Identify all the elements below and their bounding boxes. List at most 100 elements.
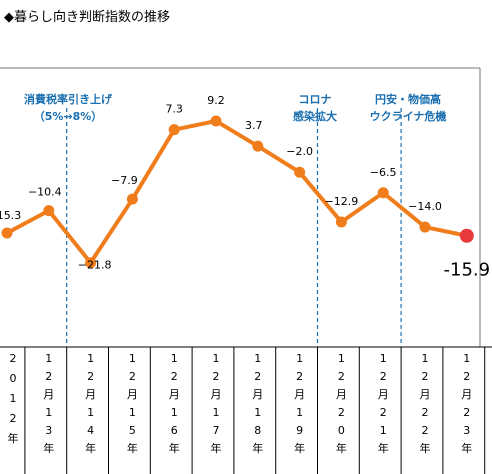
x-tick-label: 1 — [296, 406, 303, 419]
x-tick-label: 月 — [336, 388, 347, 401]
x-tick-label: 2 — [422, 406, 429, 419]
x-tick-label: 1 — [45, 352, 52, 365]
x-tick-label: 月 — [127, 388, 138, 401]
x-tick-label: 3 — [45, 424, 52, 437]
data-point — [294, 166, 306, 178]
data-label: −14.0 — [408, 200, 442, 213]
data-label: −6.5 — [370, 166, 397, 179]
x-tick-label: 2 — [296, 370, 303, 383]
x-tick-label: 月 — [294, 388, 305, 401]
data-point — [210, 115, 222, 127]
x-tick-label: 2 — [463, 406, 470, 419]
data-label: −12.9 — [325, 195, 359, 208]
event-label: 感染拡大 — [293, 109, 337, 123]
x-tick-label: 1 — [10, 392, 17, 405]
x-tick-label: 1 — [380, 352, 387, 365]
data-point — [85, 257, 97, 269]
x-tick-label: 1 — [87, 406, 94, 419]
data-point — [126, 193, 138, 205]
event-label: 消費税率引き上げ — [24, 92, 113, 106]
x-tick-label: 8 — [254, 424, 261, 437]
data-point — [335, 216, 347, 228]
x-tick-label: 1 — [87, 352, 94, 365]
x-tick-label: 1 — [129, 406, 136, 419]
x-tick-label: 年 — [336, 441, 347, 455]
x-tick-label: 2 — [338, 370, 345, 383]
x-tick-label: 1 — [45, 406, 52, 419]
x-tick-label: 月 — [169, 388, 180, 401]
x-tick-label: 2 — [45, 370, 52, 383]
x-tick-label: 0 — [338, 424, 345, 437]
x-tick-label: 年 — [252, 441, 263, 455]
x-tick-label: 月 — [85, 388, 96, 401]
data-label: −21.8 — [78, 259, 112, 272]
x-tick-label: 月 — [43, 388, 54, 401]
x-tick-label: 0 — [10, 372, 17, 385]
label-layer: -15.3 −10.4 −21.8 −7.9 7.3 9.2 3.7 −2.0 −12.9 −6.… — [0, 94, 490, 281]
x-tick-label: 3 — [463, 424, 470, 437]
x-tick-label: 2 — [422, 424, 429, 437]
x-tick-label: 1 — [254, 352, 261, 365]
chart-title: ◆暮らし向き判断指数の推移 — [4, 10, 170, 25]
x-tick-label: 1 — [171, 352, 178, 365]
x-tick-label: 2 — [129, 370, 136, 383]
data-label: −2.0 — [286, 145, 313, 158]
data-point — [43, 205, 55, 217]
data-label: 3.7 — [245, 119, 263, 132]
x-tick-label: 年 — [169, 441, 180, 455]
x-tick-label: 年 — [211, 441, 222, 455]
data-point — [377, 187, 389, 199]
x-tick-label: 2 — [338, 406, 345, 419]
x-tick-label: 6 — [171, 424, 178, 437]
data-point — [419, 221, 431, 233]
data-label: 9.2 — [207, 94, 225, 107]
x-tick-label: 1 — [463, 352, 470, 365]
x-tick-label: 年 — [43, 441, 54, 455]
x-tick-label: 月 — [420, 388, 431, 401]
point-layer — [1, 115, 474, 269]
data-label: −10.4 — [28, 186, 62, 199]
x-tick-label: 1 — [422, 352, 429, 365]
x-tick-label: 2 — [254, 370, 261, 383]
axis-layer — [0, 67, 492, 474]
x-tick-label: 2 — [171, 370, 178, 383]
x-tick-label: 年 — [127, 441, 138, 455]
x-tick-label: 2 — [213, 370, 220, 383]
x-tick-label: 2 — [10, 412, 17, 425]
data-point — [252, 140, 264, 152]
event-label: 円安・物価高 — [375, 92, 441, 106]
series-line — [6, 119, 468, 265]
x-tick-label: 2 — [380, 370, 387, 383]
x-tick-label: 年 — [420, 441, 431, 455]
x-tick-label: 1 — [380, 424, 387, 437]
data-label: −7.9 — [111, 174, 138, 187]
data-label: -15.3 — [0, 209, 21, 222]
line-layer — [6, 119, 468, 265]
x-tick-label: 9 — [296, 424, 303, 437]
x-tick-label: 月 — [252, 388, 263, 401]
highlight-point — [459, 228, 474, 243]
event-label: ウクライナ危機 — [370, 109, 447, 123]
x-tick-label: 2 — [463, 370, 470, 383]
data-label: 7.3 — [165, 103, 183, 116]
x-tick-label: 年 — [378, 441, 389, 455]
x-tick-label: 2 — [380, 406, 387, 419]
x-tick-label: 5 — [129, 424, 136, 437]
event-label: （5%→8%） — [34, 110, 103, 123]
event-label: コロナ — [299, 93, 332, 106]
x-tick-label: 月 — [461, 388, 472, 401]
data-point — [1, 227, 13, 239]
x-tick-label: 月 — [378, 388, 389, 401]
x-tick-label: 7 — [213, 424, 220, 437]
x-tick-label: 4 — [87, 424, 94, 437]
x-tick-label: 1 — [254, 406, 261, 419]
x-tick-label: 2 — [10, 352, 17, 365]
x-tick-label: 1 — [213, 406, 220, 419]
x-tick-label: 1 — [129, 352, 136, 365]
x-tick-label: 2 — [422, 370, 429, 383]
tick-layer: 2 0 1 2 年 1 2 月 1 3 年 1 2 月 1 4 年 1 2 月 1 5 年 1 2 月 1 6 年 1 2 月 1 7 年 1 2 月 1 8… — [8, 352, 473, 455]
data-label: -15.9 — [444, 260, 491, 281]
x-tick-label: 年 — [461, 441, 472, 455]
